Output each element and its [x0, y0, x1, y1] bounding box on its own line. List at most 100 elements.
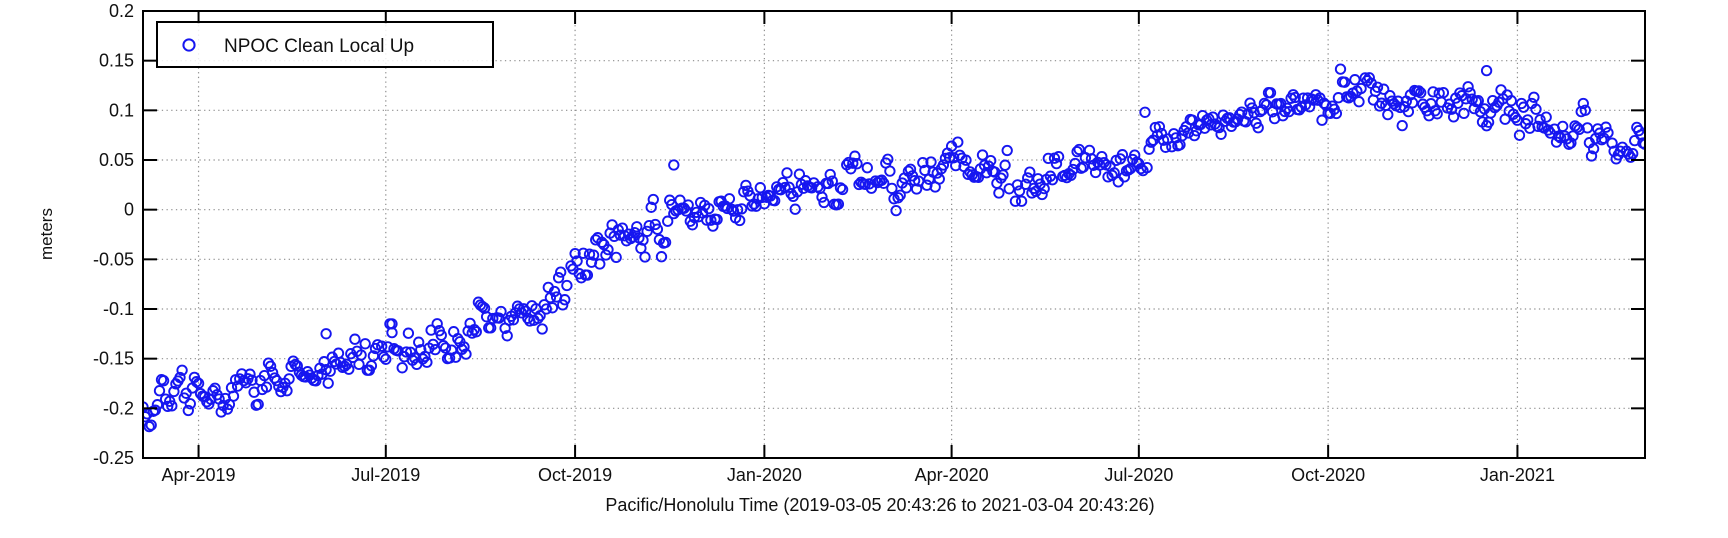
- data-point: [997, 169, 1009, 181]
- data-point: [571, 255, 583, 267]
- data-point: [1413, 85, 1425, 97]
- data-point: [470, 326, 482, 338]
- data-point: [260, 381, 273, 393]
- data-point: [1215, 128, 1227, 140]
- data-point: [548, 285, 561, 298]
- data-point: [552, 272, 565, 284]
- data-point: [1540, 111, 1552, 123]
- data-point: [1258, 97, 1271, 110]
- data-point: [711, 213, 723, 226]
- data-point: [847, 157, 859, 169]
- x-tick-label: Jul-2019: [351, 465, 420, 485]
- data-point: [1639, 138, 1645, 150]
- data-point: [192, 377, 205, 390]
- data-point: [143, 411, 151, 423]
- data-point: [501, 330, 513, 342]
- y-tick-label: 0: [124, 200, 134, 220]
- data-point: [244, 368, 256, 380]
- data-point: [1264, 87, 1277, 99]
- data-point: [789, 203, 801, 215]
- data-point: [378, 351, 390, 363]
- data-point: [1382, 108, 1394, 121]
- data-point: [1287, 89, 1299, 101]
- data-point: [904, 163, 917, 175]
- legend: NPOC Clean Local Up: [156, 21, 494, 68]
- data-point: [1447, 111, 1460, 123]
- data-point: [1585, 150, 1598, 162]
- data-point: [1577, 97, 1589, 110]
- data-point: [283, 373, 295, 385]
- y-tick-label: -0.25: [93, 448, 134, 468]
- data-point: [816, 191, 828, 203]
- data-point: [1602, 127, 1614, 139]
- data-point: [616, 222, 629, 234]
- data-point: [184, 398, 196, 410]
- data-point: [145, 419, 157, 431]
- data-point: [1112, 176, 1124, 188]
- data-point: [596, 236, 608, 248]
- data-point: [769, 195, 781, 207]
- data-point: [851, 158, 863, 170]
- data-point: [355, 349, 367, 361]
- gridlines: [143, 11, 1645, 458]
- data-point: [680, 205, 692, 217]
- data-point: [546, 302, 559, 314]
- data-point: [993, 187, 1005, 199]
- data-point: [1373, 100, 1386, 112]
- data-point: [425, 324, 437, 336]
- data-point: [960, 154, 972, 166]
- data-point: [939, 152, 952, 165]
- data-point: [1071, 145, 1083, 158]
- y-tick-label: 0.05: [99, 150, 134, 170]
- data-point: [647, 193, 659, 206]
- scatter-points: [143, 63, 1645, 433]
- plot-border: [142, 10, 1646, 459]
- data-point: [495, 305, 507, 318]
- data-point: [359, 338, 371, 350]
- data-point: [386, 318, 398, 330]
- data-point: [910, 183, 923, 195]
- y-tick-label: 0.15: [99, 51, 134, 71]
- data-point: [1042, 152, 1054, 165]
- data-point: [756, 191, 768, 204]
- data-point: [174, 371, 186, 384]
- data-point: [645, 201, 657, 213]
- data-point: [1338, 76, 1351, 88]
- data-point: [569, 247, 581, 260]
- data-point: [1431, 108, 1443, 120]
- data-point: [540, 303, 552, 315]
- y-tick-label: 0.2: [109, 1, 134, 21]
- data-point: [686, 219, 699, 231]
- data-point: [943, 152, 956, 164]
- data-point: [933, 173, 945, 185]
- data-point: [1176, 130, 1188, 142]
- data-point: [421, 356, 433, 368]
- data-point: [1155, 127, 1168, 140]
- data-point: [209, 382, 221, 394]
- data-point: [1252, 122, 1264, 134]
- data-point: [1406, 97, 1419, 109]
- data-point: [1149, 121, 1161, 134]
- data-point: [166, 400, 178, 412]
- data-point: [1532, 120, 1544, 133]
- data-point: [824, 168, 836, 181]
- data-point: [1462, 81, 1474, 93]
- data-point: [1199, 122, 1211, 134]
- data-point: [408, 352, 421, 364]
- data-point: [1415, 87, 1427, 99]
- data-point: [324, 365, 336, 377]
- data-point: [1141, 161, 1153, 174]
- data-point: [1108, 167, 1120, 179]
- data-point: [1353, 96, 1365, 108]
- data-point: [322, 377, 334, 389]
- data-point: [600, 249, 612, 261]
- data-point: [1429, 105, 1441, 117]
- data-point: [1013, 185, 1026, 197]
- data-point: [637, 234, 649, 246]
- data-point: [320, 328, 332, 340]
- tick-labels: Apr-2019 Jul-2019 Oct-2019 Jan-2020 Apr-2020…: [93, 1, 1555, 485]
- data-point: [1073, 143, 1085, 156]
- data-point: [1596, 134, 1608, 146]
- data-point: [1260, 99, 1273, 111]
